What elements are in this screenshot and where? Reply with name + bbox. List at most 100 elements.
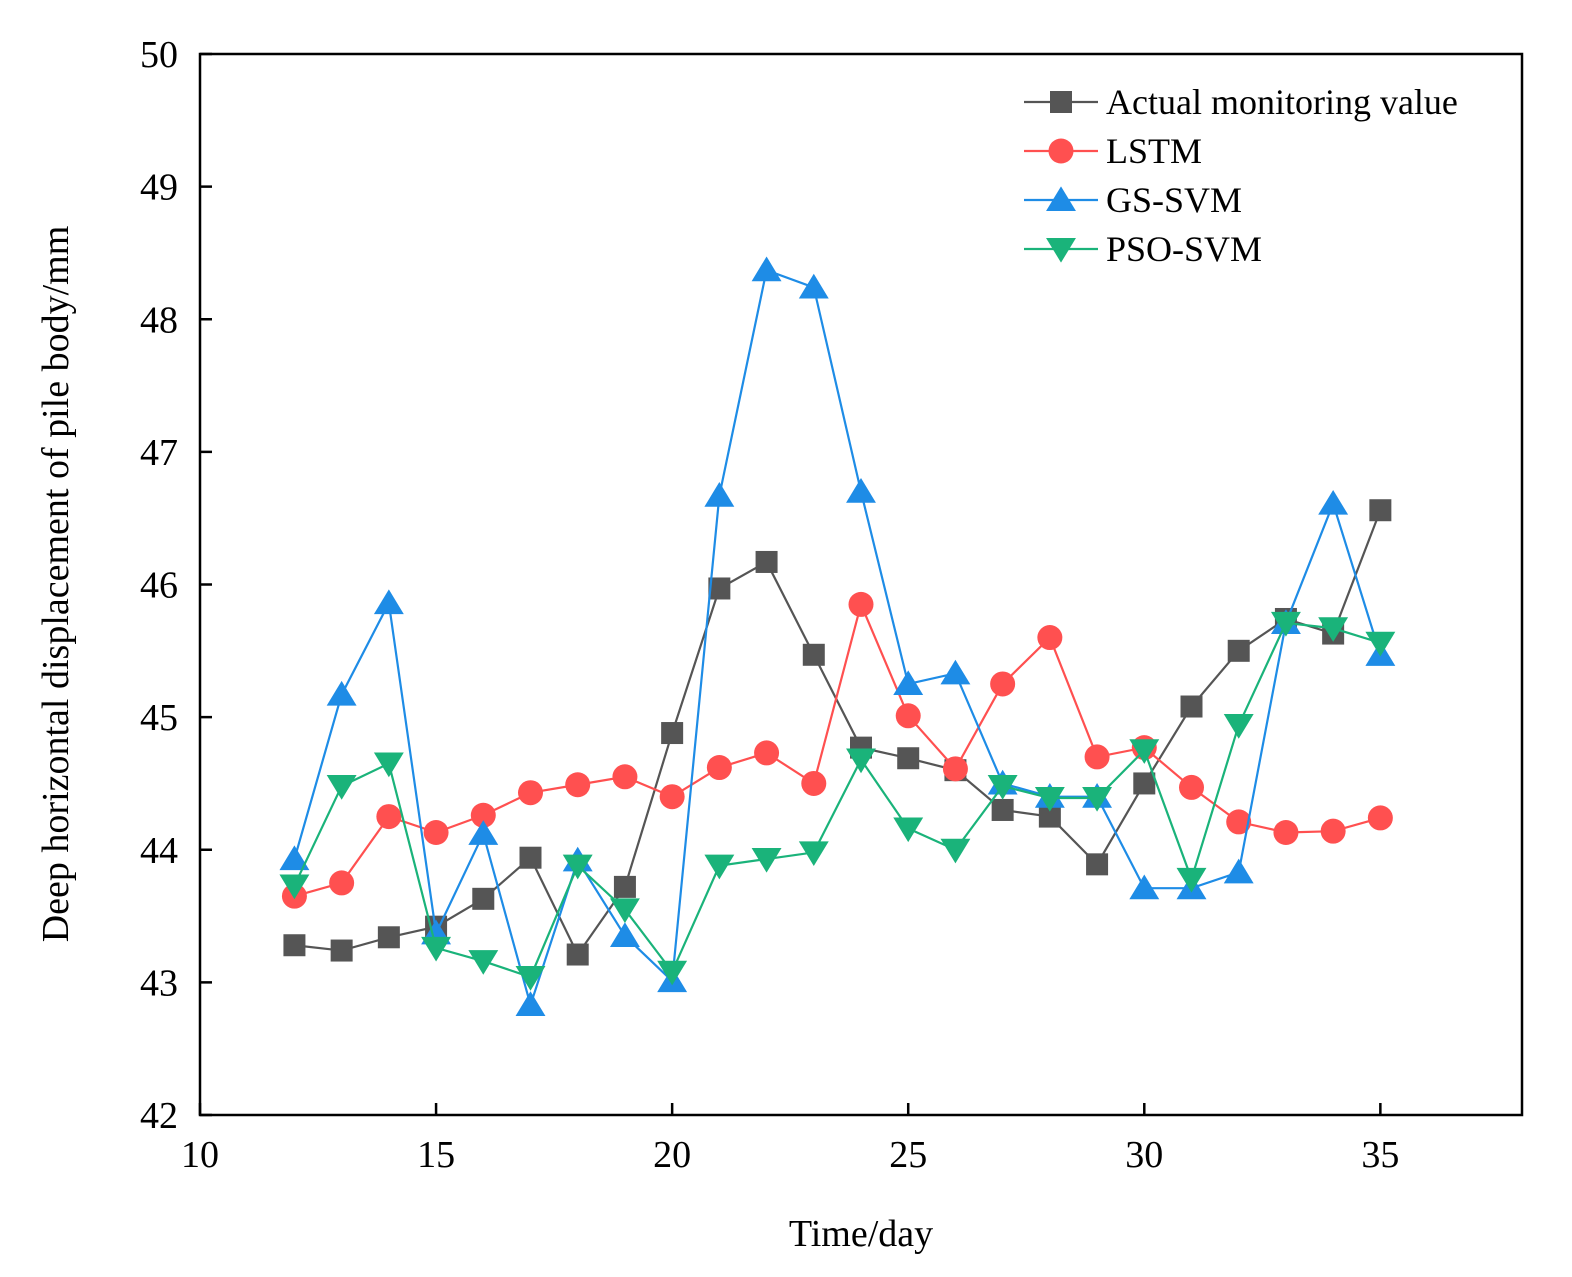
data-point-gs-svm xyxy=(1223,858,1254,884)
legend-label: Actual monitoring value xyxy=(1106,82,1458,122)
data-point-lstm xyxy=(1179,774,1204,800)
y-tick-label: 49 xyxy=(140,167,178,209)
data-point-actual-monitoring-value xyxy=(991,798,1014,821)
data-point-actual-monitoring-value xyxy=(661,722,684,745)
data-point-actual-monitoring-value xyxy=(472,887,495,910)
data-point-lstm xyxy=(990,671,1016,697)
data-point-gs-svm xyxy=(1129,874,1160,900)
data-point-actual-monitoring-value xyxy=(566,943,589,966)
series-layer xyxy=(279,256,1396,1016)
legend-item-actual-monitoring-value: Actual monitoring value xyxy=(1024,82,1458,122)
data-point-gs-svm xyxy=(893,670,924,696)
data-point-pso-svm xyxy=(940,838,971,864)
data-point-gs-svm xyxy=(326,680,357,706)
data-point-gs-svm xyxy=(468,820,499,845)
data-point-lstm xyxy=(659,784,685,810)
data-point-lstm xyxy=(1367,805,1393,831)
data-point-actual-monitoring-value xyxy=(330,939,353,962)
legend-marker xyxy=(1048,138,1074,164)
data-point-lstm xyxy=(1037,625,1063,651)
data-point-gs-svm xyxy=(940,659,971,685)
data-point-pso-svm xyxy=(1129,739,1160,764)
legend-label: PSO-SVM xyxy=(1106,229,1262,269)
data-point-lstm xyxy=(848,591,874,617)
data-point-pso-svm xyxy=(1176,867,1207,893)
data-point-gs-svm xyxy=(751,256,782,282)
data-point-gs-svm xyxy=(846,478,876,503)
data-point-lstm xyxy=(1320,818,1346,844)
data-point-lstm xyxy=(518,780,543,806)
data-point-lstm xyxy=(329,870,355,896)
data-point-actual-monitoring-value xyxy=(802,643,825,666)
y-tick-label: 50 xyxy=(140,34,178,76)
x-tick-label: 30 xyxy=(1125,1134,1163,1176)
legend: Actual monitoring value LSTM GS-SVM PSO-SVM xyxy=(1024,82,1458,269)
data-point-pso-svm xyxy=(751,847,782,873)
data-point-actual-monitoring-value xyxy=(1086,853,1109,876)
data-point-actual-monitoring-value xyxy=(1133,772,1156,795)
data-point-actual-monitoring-value xyxy=(519,846,542,869)
legend-marker xyxy=(1046,186,1076,212)
x-tick-label: 15 xyxy=(417,1134,455,1176)
data-point-lstm xyxy=(470,802,496,828)
data-point-pso-svm xyxy=(326,775,357,800)
data-point-pso-svm xyxy=(1270,611,1301,637)
data-point-pso-svm xyxy=(987,775,1018,800)
data-point-pso-svm xyxy=(1082,786,1113,812)
y-axis-title: Deep horizontal displacement of pile bod… xyxy=(35,226,77,943)
data-point-lstm xyxy=(754,740,780,766)
data-point-pso-svm xyxy=(373,752,404,778)
data-point-lstm xyxy=(565,772,591,798)
data-point-pso-svm xyxy=(279,874,310,900)
x-tick-label: 20 xyxy=(653,1134,691,1176)
data-point-pso-svm xyxy=(562,854,593,880)
data-point-pso-svm xyxy=(468,950,499,975)
data-point-gs-svm xyxy=(609,922,640,948)
data-point-actual-monitoring-value xyxy=(708,577,731,600)
data-point-lstm xyxy=(942,756,968,782)
data-point-lstm xyxy=(895,703,921,729)
data-point-lstm xyxy=(423,820,449,846)
y-tick-label: 47 xyxy=(140,432,178,474)
data-point-gs-svm xyxy=(704,481,735,507)
legend-item-gs-svm: GS-SVM xyxy=(1024,180,1242,220)
data-point-pso-svm xyxy=(657,960,688,986)
data-point-pso-svm xyxy=(798,841,829,867)
data-point-actual-monitoring-value xyxy=(1227,639,1250,662)
x-tick-label: 35 xyxy=(1361,1134,1399,1176)
x-tick-label: 10 xyxy=(181,1134,219,1176)
data-point-pso-svm xyxy=(1034,786,1065,812)
y-tick-label: 48 xyxy=(140,299,178,341)
legend-label: GS-SVM xyxy=(1106,180,1242,220)
legend-item-lstm: LSTM xyxy=(1024,131,1202,171)
axes-layer: 10 15 20 25 30 35 42 43 44 45 46 47 48 49 50 xyxy=(140,34,1399,1176)
data-point-pso-svm xyxy=(1223,714,1254,739)
data-point-lstm xyxy=(801,770,827,796)
x-tick-label: 25 xyxy=(889,1134,927,1176)
legend-marker xyxy=(1046,237,1076,263)
data-point-lstm xyxy=(706,755,732,781)
series-line-gs-svm xyxy=(293,268,1382,1009)
data-point-actual-monitoring-value xyxy=(1038,805,1061,828)
x-axis-title: Time/day xyxy=(789,1213,933,1255)
data-point-pso-svm xyxy=(846,748,876,774)
data-point-gs-svm xyxy=(1318,489,1349,515)
series-actual-monitoring-value xyxy=(283,499,1392,966)
data-point-actual-monitoring-value xyxy=(283,934,306,957)
data-point-actual-monitoring-value xyxy=(1369,499,1392,522)
series-lstm xyxy=(281,591,1393,909)
data-point-pso-svm xyxy=(1318,617,1349,642)
y-tick-label: 45 xyxy=(140,697,178,739)
data-point-gs-svm xyxy=(515,991,546,1016)
data-point-pso-svm xyxy=(704,854,735,880)
legend-marker xyxy=(1050,91,1072,113)
y-tick-label: 44 xyxy=(140,830,178,872)
data-point-lstm xyxy=(612,764,638,790)
legend-label: LSTM xyxy=(1106,131,1202,171)
data-point-lstm xyxy=(1273,820,1299,846)
data-point-actual-monitoring-value xyxy=(613,875,636,898)
data-point-pso-svm xyxy=(893,817,924,843)
data-point-pso-svm xyxy=(609,898,640,924)
